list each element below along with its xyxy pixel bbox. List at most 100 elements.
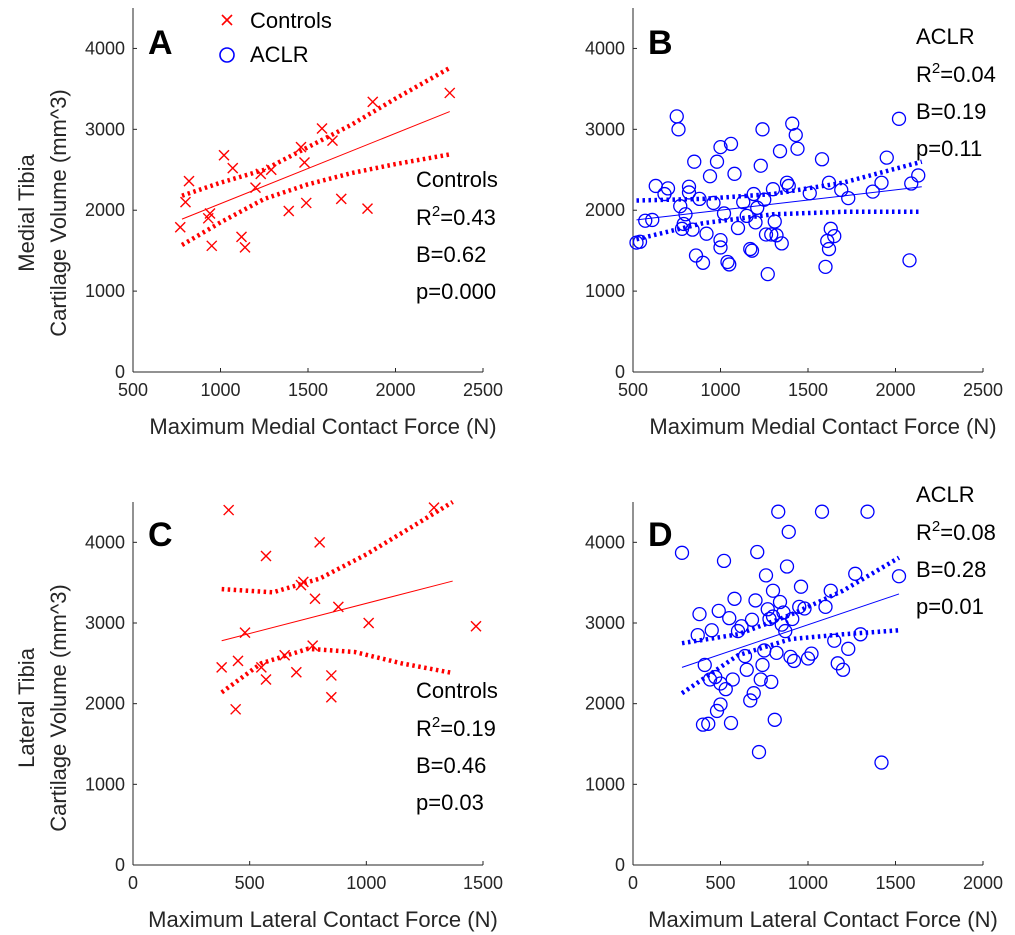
data-point (428, 502, 440, 514)
data-point (716, 206, 732, 221)
data-point (734, 619, 749, 634)
x-axis-label: Maximum Medial Contact Force (N) (649, 414, 996, 439)
data-point (902, 253, 917, 268)
data-point (314, 536, 326, 548)
y-tick-label: 3000 (85, 119, 125, 139)
data-point (827, 633, 842, 648)
data-point (904, 176, 919, 191)
stats-b-value: B=0.28 (916, 557, 986, 582)
data-point (823, 221, 838, 236)
data-point (325, 691, 337, 703)
data-point (260, 550, 272, 562)
data-point (236, 231, 247, 243)
data-point (713, 139, 728, 155)
data-point (762, 611, 777, 627)
data-point (779, 175, 795, 190)
regression-line (181, 111, 450, 220)
data-point (283, 205, 295, 217)
data-point (362, 203, 373, 215)
data-point (227, 162, 239, 174)
regression-line (636, 186, 922, 221)
data-point (688, 248, 704, 263)
y-tick-label: 4000 (585, 532, 625, 552)
x-tick-label: 500 (705, 873, 735, 893)
legend: Controls ACLR (219, 8, 332, 67)
data-point (891, 569, 907, 584)
x-tick-label: 1000 (346, 873, 386, 893)
data-point (709, 154, 725, 169)
data-point (783, 649, 798, 665)
data-point (758, 227, 774, 242)
y-tick-label: 1000 (85, 774, 125, 794)
data-point (772, 594, 788, 610)
data-point (290, 666, 302, 678)
data-point (911, 168, 926, 183)
data-point (848, 566, 863, 581)
data-point (309, 593, 321, 605)
data-point (218, 149, 230, 161)
data-point (800, 651, 816, 666)
data-point (279, 649, 291, 661)
stats-r-squared: R2=0.04 (916, 60, 996, 87)
data-point (722, 257, 737, 272)
data-point (638, 213, 653, 228)
data-point (695, 255, 711, 270)
data-point (718, 681, 733, 697)
data-point (725, 672, 740, 687)
data-point (802, 186, 817, 201)
x-tick-label: 2500 (963, 380, 1003, 400)
data-point (736, 194, 751, 210)
data-point (307, 640, 319, 652)
y-tick-label: 2000 (585, 694, 625, 714)
legend-label-controls: Controls (250, 8, 332, 33)
data-point (823, 583, 838, 598)
data-point (174, 221, 186, 233)
data-point (774, 236, 789, 251)
data-point (744, 243, 760, 258)
data-point (702, 169, 718, 184)
data-point (265, 164, 277, 176)
data-point (771, 504, 786, 519)
data-point (673, 199, 688, 214)
data-point (681, 185, 697, 200)
stats-group-label: ACLR (916, 24, 975, 49)
data-point (723, 136, 739, 152)
data-point (685, 222, 700, 237)
data-point (760, 266, 775, 282)
data-point (325, 669, 337, 681)
data-point (716, 553, 732, 569)
y-tick-label: 1000 (585, 281, 625, 301)
data-point (786, 653, 802, 669)
y-tick-label: 3000 (585, 119, 625, 139)
data-point (746, 686, 761, 701)
data-point (239, 627, 251, 639)
ci-upper-bound (221, 500, 454, 595)
x-axis-label: Maximum Medial Contact Force (N) (149, 414, 496, 439)
ci-lower-bound (220, 646, 454, 695)
panel-letter: D (648, 516, 673, 554)
data-point (860, 504, 875, 519)
data-point (367, 96, 379, 108)
y-tick-label: 0 (115, 855, 125, 875)
ci-upper-bound (681, 555, 901, 646)
data-point (295, 141, 307, 153)
regression-line (221, 580, 453, 642)
data-point (874, 175, 889, 190)
data-point (757, 192, 772, 207)
legend-marker-controls (221, 14, 233, 26)
x-tick-label: 500 (235, 873, 265, 893)
y-tick-label: 3000 (85, 613, 125, 633)
legend-marker-aclr (219, 47, 235, 63)
data-point (769, 645, 784, 660)
data-point (804, 646, 819, 661)
data-point (711, 603, 726, 619)
panel-c: 0 500 1000 1500 0 1000 2000 3000 4000 Maximum Lat… (85, 500, 503, 932)
x-tick-label: 1000 (788, 873, 828, 893)
data-point (204, 207, 216, 219)
x-tick-label: 1500 (463, 873, 503, 893)
stats-p-value: p=0.000 (416, 279, 496, 304)
data-point (841, 190, 856, 206)
data-point (180, 196, 191, 208)
data-point (760, 602, 775, 617)
data-point (300, 197, 312, 209)
